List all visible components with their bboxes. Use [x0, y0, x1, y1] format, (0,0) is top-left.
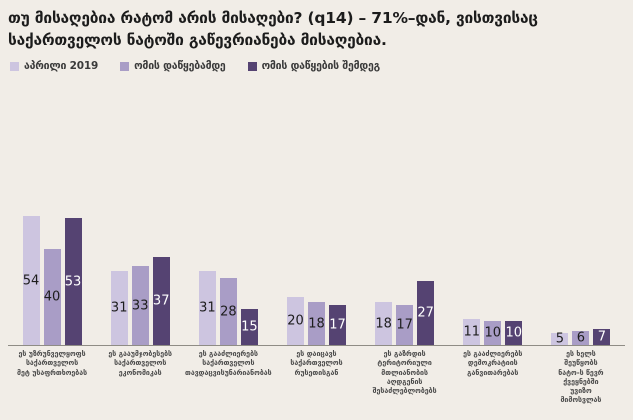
- bar-group: 31 33 37: [96, 78, 184, 346]
- bar: 20: [286, 297, 304, 346]
- bar-value-label: 40: [43, 289, 61, 305]
- bar: 40: [43, 249, 61, 346]
- bar-value-label: 28: [220, 304, 237, 320]
- bar: 7: [593, 328, 611, 346]
- bar-group: 20 18 17: [272, 78, 360, 346]
- bar: 11: [463, 318, 481, 346]
- bar-value-label: 18: [375, 316, 392, 332]
- bar-value-label: 15: [241, 319, 258, 335]
- bar-value-label: 20: [287, 313, 304, 329]
- bar: 18: [375, 302, 393, 346]
- bar-value-label: 54: [22, 273, 40, 289]
- bar-value-label: 10: [505, 325, 523, 341]
- legend-swatch-icon: [247, 61, 257, 71]
- legend-item-after-war: ომის დაწყების შემდეგ: [247, 60, 381, 73]
- legend-label: ომის დაწყების შემდეგ: [261, 60, 381, 73]
- bar: 10: [505, 321, 523, 346]
- bar: 15: [240, 309, 258, 346]
- bar-value-label: 17: [329, 317, 346, 333]
- bar: 10: [484, 321, 502, 346]
- legend-item-before-war: ომის დაწყებამდე: [120, 60, 226, 73]
- bar: 17: [396, 304, 414, 346]
- legend-label: აპრილი 2019: [24, 60, 99, 73]
- bar: 54: [22, 215, 40, 346]
- category-label: ეს გააუმჯობესებს საქართველოს ეკონომიკას: [108, 350, 173, 377]
- bar-group: 31 28 15: [184, 78, 272, 346]
- bar-value-label: 6: [576, 330, 586, 346]
- category-label: ეს გააძლიერებს დემოკრატიის განვითარებას: [463, 350, 523, 377]
- bar-value-label: 17: [396, 317, 413, 333]
- bar-value-label: 31: [199, 300, 216, 316]
- bar-value-label: 5: [555, 331, 565, 347]
- bar: 27: [417, 280, 435, 346]
- bar-value-label: 27: [417, 305, 434, 321]
- bar: 31: [110, 270, 128, 346]
- bar: 5: [551, 331, 569, 347]
- bar: 31: [198, 270, 216, 346]
- bar: 18: [307, 302, 325, 346]
- category-label: ეს გაზრდის ტერიტორიული მთლიანობის აღდგენ…: [372, 350, 437, 395]
- category-label: ეს დაიცავს საქართველოს რუსეთისგან: [290, 350, 343, 377]
- legend-swatch-icon: [120, 61, 130, 71]
- bar-group: 11 10 10: [449, 78, 537, 346]
- bar-group: 54 40 53: [8, 78, 96, 346]
- category-label: ეს უზრუნველყოფს საქართველოს მეტ უსაფრთხო…: [17, 350, 88, 377]
- legend-label: ომის დაწყებამდე: [134, 60, 226, 73]
- chart-legend: აპრილი 2019 ომის დაწყებამდე ომის დაწყები…: [10, 60, 625, 72]
- category-label: ეს გააძლიერებს საქართველოს თავდაცვისუნარ…: [185, 350, 272, 377]
- chart-title: თუ მისაღებია რატომ არის მისაღები? (q14) …: [8, 9, 538, 49]
- plot-area: 54 40 53 31 33 37 31 28 15 20 18 17 18 17 27 11 10 10 5 6 7: [8, 78, 625, 347]
- bar-value-label: 33: [131, 298, 149, 314]
- bar: 37: [152, 256, 170, 346]
- legend-item-april-2019: აპრილი 2019: [10, 60, 98, 72]
- legend-swatch-icon: [10, 61, 19, 71]
- category-axis: ეს უზრუნველყოფს საქართველოს მეტ უსაფრთხო…: [8, 346, 625, 405]
- bar-value-label: 37: [152, 293, 170, 309]
- bar-value-label: 31: [110, 300, 128, 316]
- bar-value-label: 10: [484, 325, 502, 341]
- bar: 6: [572, 330, 590, 346]
- grouped-bar-chart: 54 40 53 31 33 37 31 28 15 20 18 17 18 17 27 11 10 10 5 6 7 …: [8, 78, 625, 405]
- bar-value-label: 18: [308, 316, 325, 332]
- bar: 33: [131, 266, 149, 346]
- bar: 53: [64, 218, 82, 346]
- category-label: ეს ხელს შეუწყობს ნატო-ს წევრ ქვეყნებში უ…: [558, 350, 604, 404]
- bar-value-label: 7: [597, 329, 607, 345]
- bar: 28: [219, 278, 237, 346]
- bar-value-label: 11: [463, 324, 481, 340]
- bar: 17: [328, 304, 346, 346]
- bar-group: 18 17 27: [361, 78, 449, 346]
- bar-value-label: 53: [64, 274, 82, 290]
